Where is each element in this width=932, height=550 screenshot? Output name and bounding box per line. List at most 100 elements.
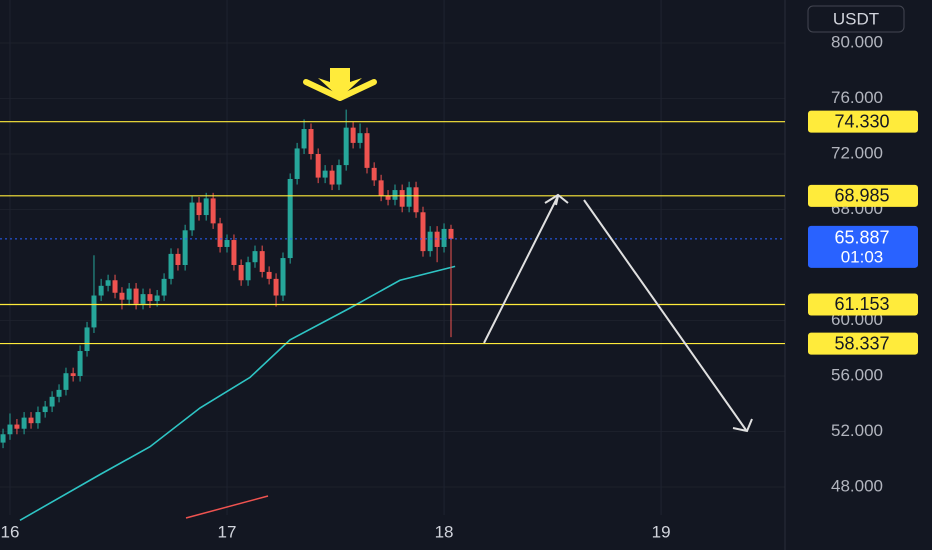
- candle-body: [448, 228, 454, 239]
- candle-body: [294, 148, 300, 179]
- candle-body: [287, 178, 293, 259]
- candle-body: [427, 231, 433, 252]
- moving-average: [19, 265, 456, 521]
- candle-body: [308, 129, 314, 154]
- plot: [0, 109, 785, 521]
- candle-body: [35, 412, 41, 424]
- x-tick-label: 16: [1, 522, 20, 541]
- grid: [9, 0, 662, 515]
- candle-body: [112, 280, 118, 293]
- candle-body: [371, 167, 377, 181]
- candle-body: [28, 417, 34, 424]
- level-label-box: [808, 110, 918, 133]
- candle-body: [420, 212, 426, 252]
- candle-body: [147, 294, 153, 302]
- candle-body: [133, 288, 139, 304]
- level-label: 68.985: [834, 186, 889, 206]
- candle-body: [357, 133, 363, 143]
- candle-body: [301, 129, 307, 149]
- candle-body: [259, 251, 265, 272]
- drawn-line: [185, 495, 269, 519]
- candle-body: [84, 327, 90, 352]
- candle-body: [343, 127, 349, 166]
- candle-body: [140, 294, 146, 304]
- y-tick-label: 76.000: [831, 88, 883, 107]
- candle-body: [203, 198, 209, 216]
- currency: USDT: [833, 9, 879, 28]
- candle-body: [182, 230, 188, 265]
- candle-body: [98, 285, 104, 296]
- candle-body: [0, 434, 6, 443]
- level-label: 58.337: [834, 333, 889, 353]
- candle-body: [378, 180, 384, 196]
- candle-body: [385, 195, 391, 200]
- candle-body: [7, 424, 13, 435]
- candle-body: [126, 288, 132, 300]
- candle-body: [42, 406, 48, 413]
- candle-body: [119, 292, 125, 300]
- candle-body: [224, 240, 230, 247]
- arrow-head: [732, 418, 753, 433]
- candle-body: [189, 202, 195, 231]
- candle-body: [406, 187, 412, 207]
- level-label-box: [808, 184, 918, 207]
- candle-body: [266, 271, 272, 279]
- countdown: 01:03: [841, 247, 884, 266]
- level-label-box: [808, 332, 918, 355]
- y-tick-label: 52.000: [831, 421, 883, 440]
- candle-body: [21, 417, 27, 429]
- candle-body: [63, 373, 69, 390]
- candle-body: [231, 240, 237, 265]
- drawn-arrow-down: [583, 199, 747, 431]
- price-axis: 80.00076.00072.00068.00060.00056.00052.0…: [1, 32, 918, 541]
- x-tick-label: 19: [652, 522, 671, 541]
- x-tick-label: 18: [435, 522, 454, 541]
- candle-body: [252, 251, 258, 263]
- currency-box: [807, 5, 905, 33]
- candle-body: [315, 153, 321, 178]
- candle-body: [175, 253, 181, 265]
- candle-body: [434, 231, 440, 247]
- candle-body: [350, 127, 356, 143]
- candle-body: [238, 264, 244, 281]
- x-tick-label: 17: [218, 522, 237, 541]
- y-tick-label: 80.000: [831, 32, 883, 51]
- candle-body: [392, 190, 398, 200]
- candle-body: [273, 278, 279, 296]
- candle-body: [413, 187, 419, 213]
- candle-body: [217, 223, 223, 247]
- candle-body: [364, 133, 370, 168]
- level-label: 74.330: [834, 111, 889, 131]
- last-price-box: [808, 225, 918, 268]
- down-arrow-icon: [318, 68, 362, 98]
- candle-body: [56, 389, 62, 397]
- candle-body: [322, 170, 328, 178]
- candle-body: [161, 278, 167, 296]
- candle-body: [105, 280, 111, 286]
- y-tick-label: 56.000: [831, 365, 883, 384]
- candle-body: [336, 165, 342, 185]
- candle-body: [14, 424, 20, 429]
- last-price-label: 65.887: [834, 228, 889, 248]
- candle-body: [245, 262, 251, 281]
- y-tick-label: 48.000: [831, 476, 883, 495]
- candle-body: [70, 373, 76, 376]
- candle-body: [154, 295, 160, 302]
- level-label-box: [808, 293, 918, 316]
- candle-body: [196, 202, 202, 216]
- candle-body: [441, 228, 447, 247]
- down-arrow-icon-chevron: [303, 79, 377, 101]
- candle-body: [168, 253, 174, 279]
- candle-body: [91, 295, 97, 328]
- y-tick-label: 72.000: [831, 143, 883, 162]
- arrow-head: [544, 193, 569, 204]
- candle-body: [329, 170, 335, 185]
- candle-body: [210, 198, 216, 224]
- level-label: 61.153: [834, 294, 889, 314]
- candle-body: [77, 351, 83, 376]
- candle-body: [280, 258, 286, 296]
- candle-body: [399, 190, 405, 207]
- candle-body: [49, 396, 55, 407]
